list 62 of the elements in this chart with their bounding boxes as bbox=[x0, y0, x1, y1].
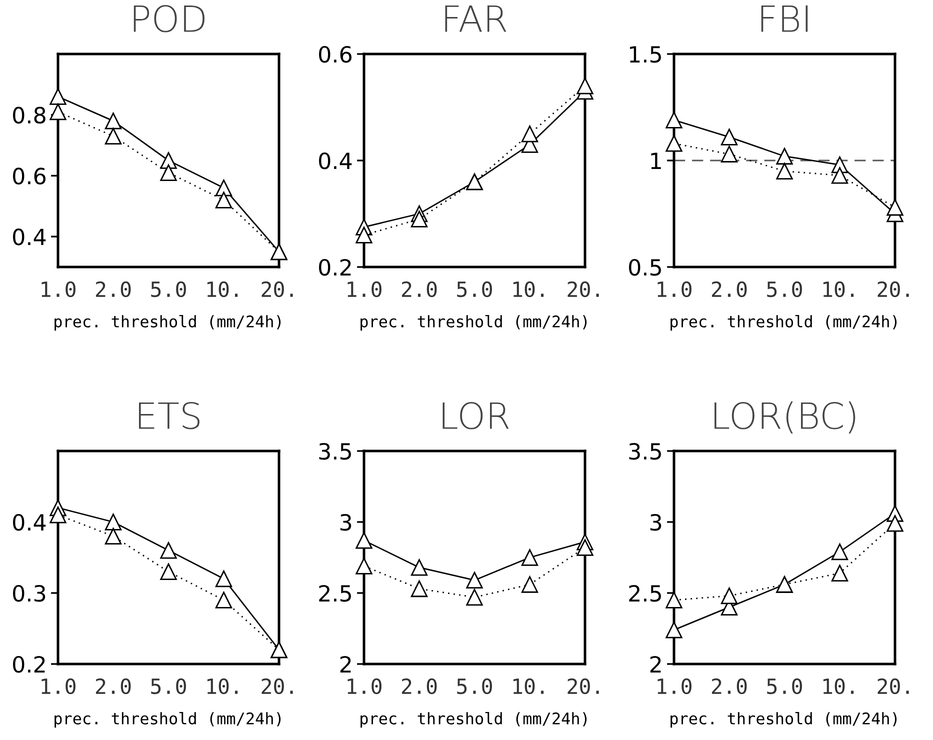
x-tick-label: 20. bbox=[568, 678, 599, 694]
x-tick-label: 2.0 bbox=[96, 678, 131, 694]
chart-title: ETS bbox=[138, 402, 200, 430]
y-tick-label: 0.4 bbox=[13, 514, 46, 531]
y-tick-label: 2 bbox=[650, 656, 661, 672]
y-tick-label: 1.5 bbox=[630, 46, 661, 63]
y-tick-label: 0.6 bbox=[13, 168, 46, 184]
y-tick-label: 0.5 bbox=[629, 258, 661, 276]
x-axis-title: prec. threshold (mm/24h) bbox=[360, 712, 587, 728]
x-axis-title: prec. threshold (mm/24h) bbox=[360, 315, 587, 331]
x-tick-label: 5.0 bbox=[457, 281, 492, 298]
x-tick-label: 1.0 bbox=[658, 678, 692, 694]
x-tick-label: 5.0 bbox=[457, 678, 492, 694]
x-tick-label: 2.0 bbox=[712, 281, 747, 298]
y-tick-label: 0.4 bbox=[319, 152, 352, 170]
x-axis-title: prec. threshold (mm/24h) bbox=[54, 712, 281, 728]
x-tick-label: 1.0 bbox=[348, 678, 382, 694]
y-tick-label: 3 bbox=[650, 514, 662, 531]
x-tick-label: 10. bbox=[207, 678, 238, 694]
x-tick-label: 20. bbox=[878, 281, 909, 298]
y-tick-label: 0.3 bbox=[13, 584, 46, 602]
x-tick-label: 20. bbox=[262, 281, 293, 298]
x-tick-label: 5.0 bbox=[767, 678, 802, 694]
y-tick-label: 0.2 bbox=[13, 656, 45, 673]
y-tick-label: 2.5 bbox=[629, 584, 661, 602]
x-tick-label: 10. bbox=[513, 281, 544, 298]
x-tick-label: 20. bbox=[878, 678, 909, 694]
y-tick-label: 0.6 bbox=[319, 46, 352, 63]
x-tick-label: 2.0 bbox=[402, 678, 437, 694]
y-tick-label: 0.4 bbox=[13, 228, 46, 246]
x-tick-label: 20. bbox=[262, 678, 293, 694]
x-tick-label: 10. bbox=[207, 281, 238, 298]
chart-title: FAR bbox=[445, 5, 506, 32]
x-tick-label: 2.0 bbox=[96, 281, 131, 298]
y-tick-label: 3.5 bbox=[319, 442, 351, 460]
x-tick-label: 1.0 bbox=[42, 678, 76, 694]
x-axis-title: prec. threshold (mm/24h) bbox=[670, 712, 897, 728]
chart-title: POD bbox=[134, 4, 204, 32]
y-tick-label: 3.5 bbox=[629, 442, 661, 460]
y-tick-label: 0.2 bbox=[319, 258, 351, 276]
x-tick-label: 1.0 bbox=[42, 281, 76, 298]
x-tick-label: 10. bbox=[513, 678, 544, 694]
x-tick-label: 1.0 bbox=[658, 281, 692, 298]
y-tick-label: 2 bbox=[340, 656, 351, 672]
x-tick-label: 5.0 bbox=[151, 281, 186, 298]
x-tick-label: 10. bbox=[823, 281, 854, 298]
x-axis-title: prec. threshold (mm/24h) bbox=[54, 315, 281, 331]
y-tick-label: 3 bbox=[340, 514, 352, 531]
chart-title: FBI bbox=[761, 5, 808, 32]
chart-title: LOR(BC) bbox=[714, 401, 856, 434]
x-tick-label: 2.0 bbox=[402, 281, 437, 298]
x-axis-title: prec. threshold (mm/24h) bbox=[670, 315, 897, 331]
chart-title: LOR bbox=[442, 402, 509, 430]
x-tick-label: 5.0 bbox=[151, 678, 186, 694]
y-tick-label: 1 bbox=[651, 152, 661, 169]
x-tick-label: 1.0 bbox=[348, 281, 382, 298]
x-tick-label: 20. bbox=[568, 281, 599, 298]
y-tick-label: 0.8 bbox=[13, 106, 46, 124]
x-tick-label: 5.0 bbox=[767, 281, 802, 298]
y-tick-label: 2.5 bbox=[319, 584, 351, 602]
x-tick-label: 2.0 bbox=[712, 678, 747, 694]
x-tick-label: 10. bbox=[823, 678, 854, 694]
